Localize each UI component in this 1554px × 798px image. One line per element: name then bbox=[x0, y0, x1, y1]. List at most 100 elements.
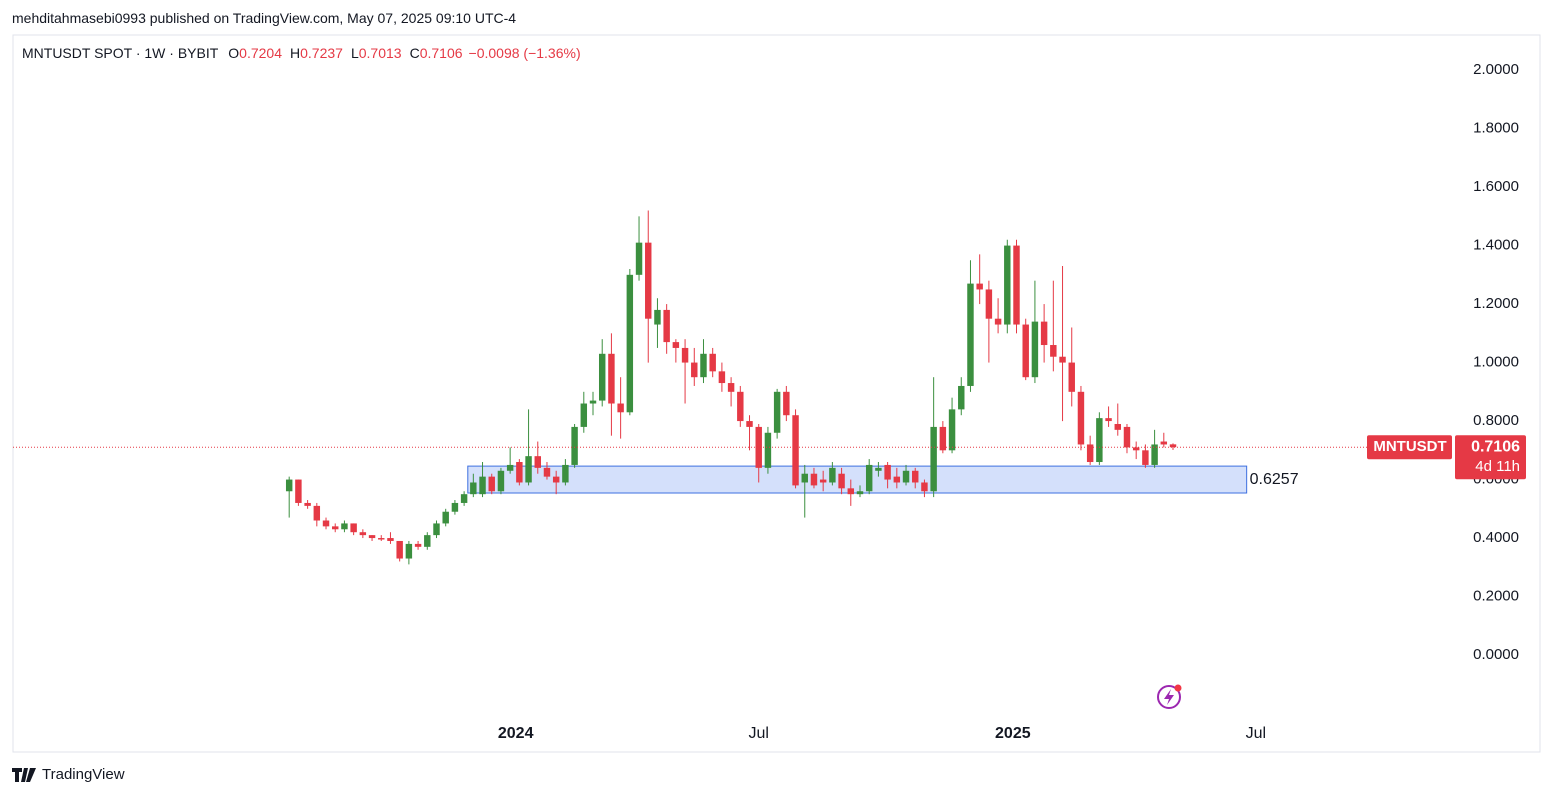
candle-body bbox=[838, 473, 845, 489]
candle-body bbox=[663, 309, 670, 343]
price-badge-text: 0.7106 bbox=[1471, 438, 1520, 455]
ohlc-value: 0.7237 bbox=[300, 45, 343, 61]
candle-body bbox=[1114, 423, 1121, 430]
candle-body bbox=[1132, 447, 1140, 451]
lightning-icon[interactable] bbox=[1157, 684, 1182, 709]
candle-body bbox=[930, 426, 937, 492]
ohlc-value: 0.7204 bbox=[239, 45, 282, 61]
candle-body bbox=[1086, 444, 1094, 463]
candle-body bbox=[1013, 245, 1020, 325]
candle-body bbox=[350, 523, 357, 533]
footer-text: TradingView bbox=[42, 766, 125, 783]
candle-body bbox=[967, 283, 974, 386]
countdown-text: 4d 11h bbox=[1475, 458, 1520, 475]
legend: MNTUSDT SPOT · 1W · BYBIT O0.7204 H0.7237 L… bbox=[22, 45, 587, 61]
y-tick-label: 0.4000 bbox=[1473, 529, 1519, 546]
candle-body bbox=[479, 476, 486, 495]
candle-body bbox=[460, 494, 468, 503]
candle-body bbox=[773, 391, 781, 433]
candle-body bbox=[654, 309, 661, 325]
y-tick-label: 2.0000 bbox=[1473, 61, 1519, 78]
candle-body bbox=[285, 479, 293, 492]
candle-body bbox=[718, 371, 726, 384]
y-tick-label: 0.8000 bbox=[1473, 412, 1519, 429]
ohlc-key: C bbox=[409, 45, 420, 61]
logo bbox=[12, 767, 36, 782]
candle-body bbox=[865, 464, 873, 492]
candle-body bbox=[755, 426, 762, 468]
ohlc-value: 0.7013 bbox=[358, 45, 402, 61]
candle-body bbox=[571, 426, 578, 465]
candle-body bbox=[1022, 324, 1029, 378]
y-tick-label: 1.2000 bbox=[1473, 295, 1519, 312]
candle-body bbox=[1031, 321, 1039, 378]
y-tick-label: 0.2000 bbox=[1473, 588, 1519, 605]
candle-body bbox=[580, 403, 588, 427]
candle-body bbox=[856, 491, 864, 495]
candle-body bbox=[902, 470, 910, 483]
candle-body bbox=[764, 432, 772, 468]
y-tick-label: 1.8000 bbox=[1473, 120, 1519, 137]
candle-body bbox=[921, 482, 928, 492]
candle-body bbox=[727, 383, 735, 392]
candle-body bbox=[681, 347, 689, 363]
candle-body bbox=[368, 535, 376, 539]
y-tick-label: 1.4000 bbox=[1473, 237, 1519, 254]
zone-label: 0.6257 bbox=[1250, 471, 1299, 488]
symbol-badge-text: MNTUSDT bbox=[1373, 438, 1446, 455]
candle-body bbox=[792, 415, 799, 486]
candle-body bbox=[829, 467, 836, 483]
candle-body bbox=[313, 505, 321, 521]
candle-body bbox=[552, 476, 560, 483]
candle-body bbox=[359, 532, 367, 536]
candle-body bbox=[672, 342, 680, 348]
candle-body bbox=[810, 473, 818, 486]
candle-body bbox=[939, 426, 947, 451]
legend-change: −0.0098 (−1.36%) bbox=[468, 45, 581, 61]
candle-body bbox=[801, 473, 808, 483]
candle-body bbox=[626, 274, 634, 413]
candle-body bbox=[387, 538, 394, 541]
candle-body bbox=[378, 538, 385, 540]
candle-body bbox=[396, 540, 403, 559]
ohlc-key: O bbox=[228, 45, 240, 61]
candle-body bbox=[470, 482, 477, 495]
candle-body bbox=[1050, 345, 1057, 357]
candle-body bbox=[543, 467, 551, 477]
candle-body bbox=[737, 391, 744, 422]
y-tick-label: 1.0000 bbox=[1473, 354, 1519, 371]
candle-body bbox=[645, 242, 652, 319]
y-tick-label: 0.0000 bbox=[1473, 646, 1519, 663]
zone bbox=[467, 465, 1248, 494]
candle-body bbox=[994, 318, 1002, 325]
candle-body bbox=[433, 523, 440, 536]
candle-body bbox=[304, 502, 311, 506]
candle-body bbox=[875, 467, 882, 471]
x-tick-label: Jul bbox=[748, 725, 768, 742]
legend-title: MNTUSDT SPOT · 1W · BYBIT bbox=[22, 45, 219, 61]
y-tick-label: 1.6000 bbox=[1473, 178, 1519, 195]
candle-body bbox=[1096, 418, 1103, 463]
candle-body bbox=[617, 403, 624, 413]
candle-body bbox=[884, 464, 891, 480]
candle-body bbox=[691, 362, 698, 378]
candle-body bbox=[424, 535, 431, 547]
candle-body bbox=[442, 511, 449, 524]
candle-body bbox=[1169, 444, 1177, 448]
candle-body bbox=[948, 409, 956, 451]
candle-body bbox=[912, 470, 919, 483]
ohlc-value: 0.7106 bbox=[419, 45, 463, 61]
candle-body bbox=[1004, 245, 1011, 325]
footer: TradingView bbox=[12, 766, 125, 783]
candle-body bbox=[295, 479, 302, 503]
candle-body bbox=[414, 543, 422, 547]
candle-body bbox=[1142, 450, 1149, 465]
ohlc-key: L bbox=[350, 45, 359, 61]
candle-body bbox=[847, 488, 855, 495]
candle-body bbox=[534, 456, 541, 468]
candle-body bbox=[506, 464, 514, 471]
x-tick-label: 2024 bbox=[498, 725, 534, 742]
candle-body bbox=[700, 353, 707, 378]
